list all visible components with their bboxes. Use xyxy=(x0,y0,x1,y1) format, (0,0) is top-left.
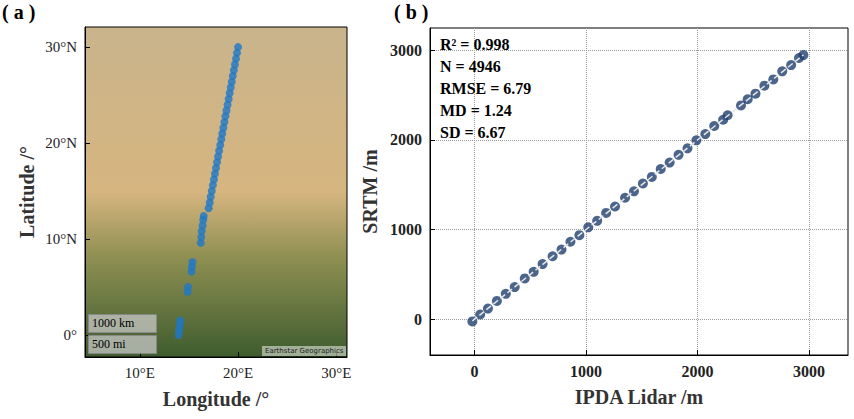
svg-text:MD = 1.24: MD = 1.24 xyxy=(440,102,512,119)
svg-text:Latitude /°: Latitude /° xyxy=(16,146,38,238)
svg-text:500 mi: 500 mi xyxy=(92,337,126,351)
svg-text:3000: 3000 xyxy=(793,363,825,380)
svg-text:2000: 2000 xyxy=(682,363,714,380)
svg-text:20°E: 20°E xyxy=(223,365,253,381)
svg-text:Earthstar Geographics: Earthstar Geographics xyxy=(265,347,344,355)
svg-text:30°N: 30°N xyxy=(45,39,77,55)
svg-text:0: 0 xyxy=(414,311,422,328)
svg-text:0: 0 xyxy=(471,363,479,380)
svg-text:Longitude /°: Longitude /° xyxy=(163,388,269,411)
svg-text:N = 4946: N = 4946 xyxy=(440,58,501,75)
svg-text:30°E: 30°E xyxy=(321,365,351,381)
svg-text:10°N: 10°N xyxy=(45,231,77,247)
svg-text:1000: 1000 xyxy=(390,221,422,238)
svg-text:RMSE = 6.79: RMSE = 6.79 xyxy=(440,80,531,97)
svg-text:SRTM /m: SRTM /m xyxy=(359,149,381,234)
svg-text:R² = 0.998: R² = 0.998 xyxy=(440,36,509,53)
svg-text:10°E: 10°E xyxy=(125,365,155,381)
svg-text:1000 km: 1000 km xyxy=(92,316,135,330)
svg-text:SD = 6.67: SD = 6.67 xyxy=(440,124,506,141)
svg-text:( a ): ( a ) xyxy=(2,1,35,24)
svg-text:0°: 0° xyxy=(64,327,78,343)
svg-text:1000: 1000 xyxy=(570,363,602,380)
svg-text:20°N: 20°N xyxy=(45,135,77,151)
svg-text:( b ): ( b ) xyxy=(394,1,428,24)
svg-text:3000: 3000 xyxy=(390,42,422,59)
svg-text:IPDA Lidar /m: IPDA Lidar /m xyxy=(575,386,704,408)
svg-text:2000: 2000 xyxy=(390,131,422,148)
